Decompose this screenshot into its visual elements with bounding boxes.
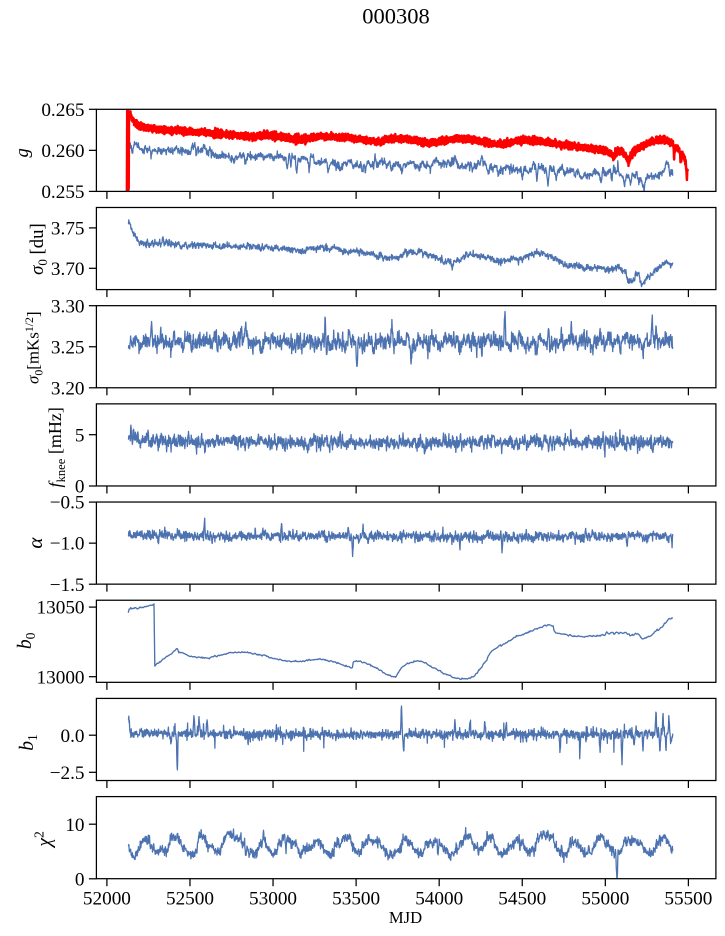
- svg-text:−1.5: −1.5: [50, 575, 85, 596]
- svg-text:MJD: MJD: [389, 908, 422, 927]
- svg-text:σ0 [du]: σ0 [du]: [27, 223, 50, 275]
- svg-text:0.260: 0.260: [41, 141, 84, 162]
- svg-text:3.25: 3.25: [51, 337, 85, 358]
- svg-text:σ0[mKs1/2]: σ0[mKs1/2]: [22, 311, 46, 384]
- svg-text:−2.5: −2.5: [50, 763, 85, 784]
- svg-text:55500: 55500: [664, 888, 712, 909]
- svg-text:g: g: [12, 148, 33, 157]
- svg-text:52500: 52500: [166, 888, 214, 909]
- svg-text:54500: 54500: [498, 888, 546, 909]
- svg-text:13050: 13050: [37, 598, 85, 619]
- svg-text:0: 0: [75, 477, 85, 498]
- svg-text:χ2: χ2: [32, 831, 56, 849]
- svg-text:3.75: 3.75: [51, 218, 85, 239]
- svg-text:10: 10: [65, 815, 84, 836]
- svg-text:3.30: 3.30: [51, 296, 85, 317]
- svg-text:55000: 55000: [581, 888, 629, 909]
- svg-text:α: α: [23, 537, 47, 549]
- svg-text:3.20: 3.20: [51, 378, 85, 399]
- svg-text:0.0: 0.0: [61, 726, 85, 747]
- svg-text:13000: 13000: [37, 667, 85, 688]
- svg-text:5: 5: [75, 425, 85, 446]
- svg-text:52000: 52000: [83, 888, 131, 909]
- svg-text:−1.0: −1.0: [50, 534, 85, 555]
- svg-text:fknee [mHz]: fknee [mHz]: [45, 407, 68, 487]
- svg-text:b0: b0: [15, 632, 38, 649]
- svg-text:53500: 53500: [332, 888, 380, 909]
- svg-text:000308: 000308: [362, 4, 430, 29]
- svg-text:0: 0: [75, 869, 85, 890]
- svg-text:54000: 54000: [415, 888, 463, 909]
- svg-text:3.70: 3.70: [51, 259, 85, 280]
- svg-text:0.255: 0.255: [41, 182, 84, 203]
- svg-text:b1: b1: [17, 734, 40, 751]
- svg-text:0.265: 0.265: [41, 100, 84, 121]
- svg-text:−0.5: −0.5: [50, 493, 85, 514]
- svg-text:53000: 53000: [249, 888, 297, 909]
